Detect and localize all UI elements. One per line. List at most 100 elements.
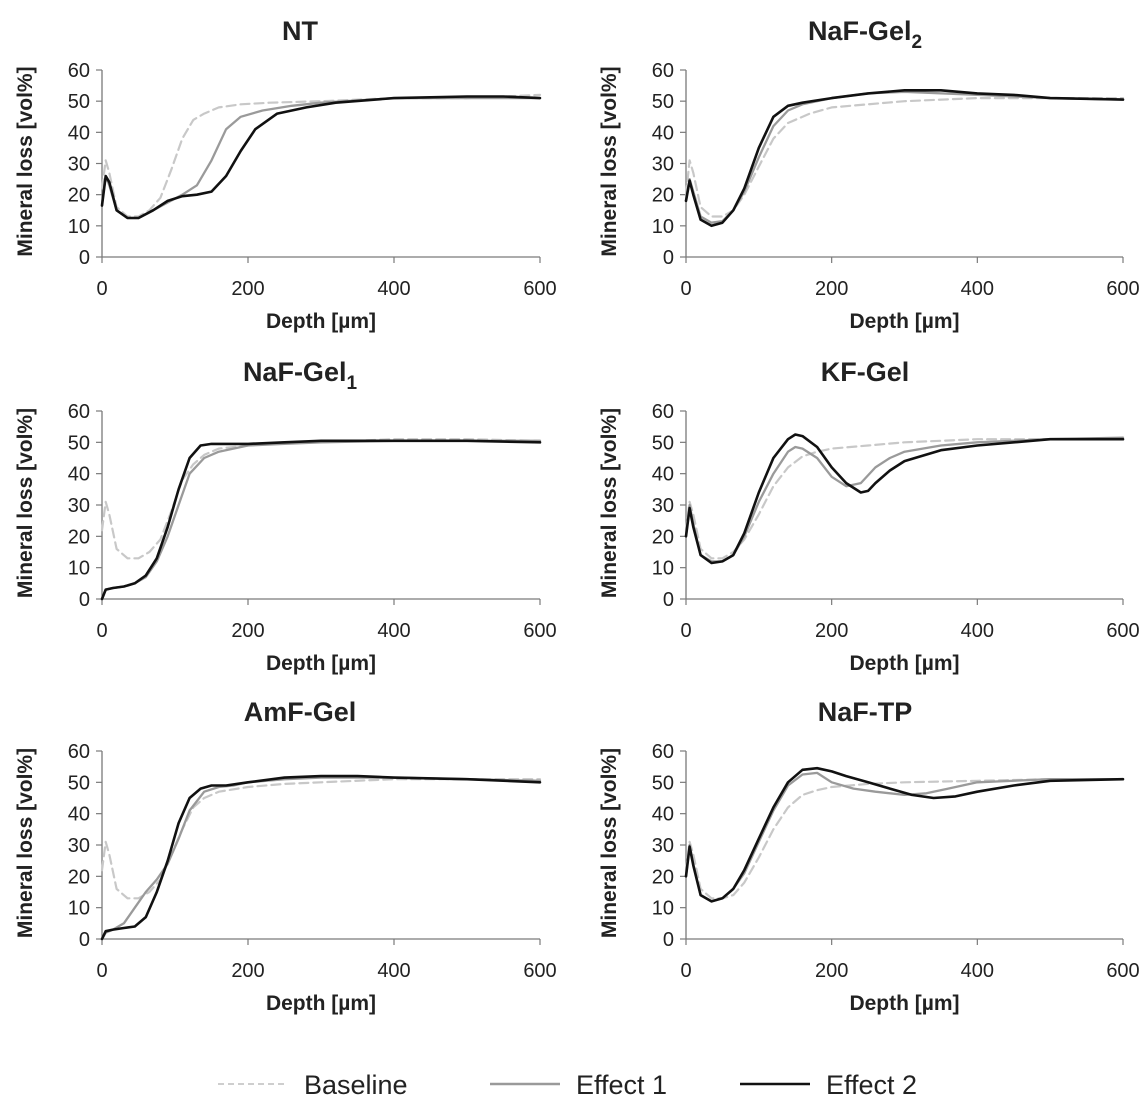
y-tick-label: 50 bbox=[652, 432, 674, 454]
y-tick-label: 50 bbox=[68, 432, 90, 454]
y-tick-label: 30 bbox=[652, 495, 674, 517]
y-tick-label: 40 bbox=[68, 122, 90, 144]
y-tick-label: 60 bbox=[68, 60, 90, 82]
series-line-effect-1 bbox=[100, 439, 542, 601]
x-tick-label: 200 bbox=[231, 278, 264, 300]
series-line-baseline bbox=[100, 93, 542, 218]
chart-title-text: NaF-Gel bbox=[808, 16, 912, 46]
x-tick-label: 200 bbox=[815, 278, 848, 300]
y-tick-label: 10 bbox=[652, 216, 674, 238]
legend-label: Effect 2 bbox=[826, 1070, 917, 1098]
series-line-baseline bbox=[684, 778, 1125, 900]
chart-title: KF-Gel bbox=[821, 357, 910, 387]
x-tick-label: 400 bbox=[961, 960, 994, 982]
x-axis-label: Depth [µm] bbox=[266, 992, 376, 1015]
series-line-baseline bbox=[684, 438, 1125, 560]
x-tick-label: 600 bbox=[523, 278, 556, 300]
y-tick-label: 10 bbox=[652, 558, 674, 580]
series-line-effect-2 bbox=[100, 439, 542, 601]
y-tick-label: 20 bbox=[68, 526, 90, 548]
series-line-effect-1 bbox=[100, 776, 542, 941]
chart-title-text: NT bbox=[282, 16, 318, 46]
chart-title-text: AmF-Gel bbox=[244, 697, 357, 727]
legend: Baseline Effect 1 Effect 2 bbox=[218, 1070, 917, 1100]
y-tick-label: 20 bbox=[652, 866, 674, 888]
y-tick-label: 60 bbox=[652, 401, 674, 423]
y-tick-label: 10 bbox=[68, 898, 90, 920]
x-tick-label: 0 bbox=[96, 960, 107, 982]
y-tick-label: 40 bbox=[68, 804, 90, 826]
y-tick-label: 50 bbox=[68, 91, 90, 113]
y-axis-label: Mineral loss [vol%] bbox=[598, 66, 621, 256]
legend-label: Baseline bbox=[304, 1070, 408, 1098]
series-line-effect-2 bbox=[100, 95, 542, 220]
y-tick-label: 60 bbox=[652, 60, 674, 82]
chart-title: NaF-Gel2 bbox=[808, 16, 922, 53]
y-tick-label: 20 bbox=[68, 866, 90, 888]
series-line-effect-1 bbox=[684, 90, 1125, 224]
chart-title: AmF-Gel bbox=[244, 697, 357, 727]
x-axis-label: Depth [µm] bbox=[849, 310, 959, 333]
y-tick-label: 0 bbox=[663, 929, 674, 951]
y-tick-label: 0 bbox=[663, 247, 674, 269]
chart-title-subscript: 1 bbox=[346, 373, 357, 394]
chart-title-subscript: 2 bbox=[911, 32, 922, 53]
chart-title: NT bbox=[282, 16, 318, 46]
y-tick-label: 10 bbox=[652, 898, 674, 920]
x-tick-label: 600 bbox=[1106, 620, 1139, 642]
x-tick-label: 200 bbox=[815, 620, 848, 642]
y-tick-label: 30 bbox=[68, 154, 90, 176]
y-axis-label: Mineral loss [vol%] bbox=[598, 748, 621, 938]
series-line-effect-2 bbox=[684, 89, 1125, 228]
series-line-effect-2 bbox=[100, 774, 542, 941]
y-tick-label: 50 bbox=[68, 772, 90, 794]
y-tick-label: 0 bbox=[79, 247, 90, 269]
x-tick-label: 600 bbox=[1106, 960, 1139, 982]
y-axis-label: Mineral loss [vol%] bbox=[14, 748, 37, 938]
y-tick-label: 0 bbox=[79, 589, 90, 611]
y-tick-label: 10 bbox=[68, 216, 90, 238]
x-axis-label: Depth [µm] bbox=[266, 310, 376, 333]
y-tick-label: 60 bbox=[652, 741, 674, 763]
x-tick-label: 600 bbox=[523, 620, 556, 642]
x-tick-label: 400 bbox=[961, 620, 994, 642]
y-tick-label: 20 bbox=[652, 185, 674, 207]
y-tick-label: 40 bbox=[652, 464, 674, 486]
y-tick-label: 60 bbox=[68, 401, 90, 423]
chart-title-text: NaF-Gel bbox=[243, 357, 347, 387]
legend-label: Effect 1 bbox=[576, 1070, 667, 1098]
y-tick-label: 30 bbox=[652, 154, 674, 176]
series-line-baseline bbox=[684, 97, 1125, 218]
y-tick-label: 0 bbox=[663, 589, 674, 611]
y-tick-label: 30 bbox=[68, 495, 90, 517]
y-tick-label: 20 bbox=[68, 185, 90, 207]
x-tick-label: 600 bbox=[1106, 278, 1139, 300]
y-axis-label: Mineral loss [vol%] bbox=[598, 408, 621, 598]
x-tick-label: 200 bbox=[231, 960, 264, 982]
series-line-effect-2 bbox=[684, 766, 1125, 903]
x-tick-label: 200 bbox=[231, 620, 264, 642]
x-tick-label: 0 bbox=[680, 278, 691, 300]
y-tick-label: 20 bbox=[652, 526, 674, 548]
y-tick-label: 60 bbox=[68, 741, 90, 763]
x-tick-label: 400 bbox=[377, 278, 410, 300]
chart-title: NaF-Gel1 bbox=[243, 357, 358, 394]
x-tick-label: 0 bbox=[96, 620, 107, 642]
x-tick-label: 0 bbox=[680, 620, 691, 642]
chart-title-text: KF-Gel bbox=[821, 357, 910, 387]
x-axis-label: Depth [µm] bbox=[266, 652, 376, 675]
series-line-effect-2 bbox=[684, 433, 1125, 565]
x-tick-label: 200 bbox=[815, 960, 848, 982]
y-tick-label: 40 bbox=[68, 464, 90, 486]
y-tick-label: 50 bbox=[652, 91, 674, 113]
y-tick-label: 30 bbox=[68, 835, 90, 857]
x-axis-label: Depth [µm] bbox=[849, 992, 959, 1015]
